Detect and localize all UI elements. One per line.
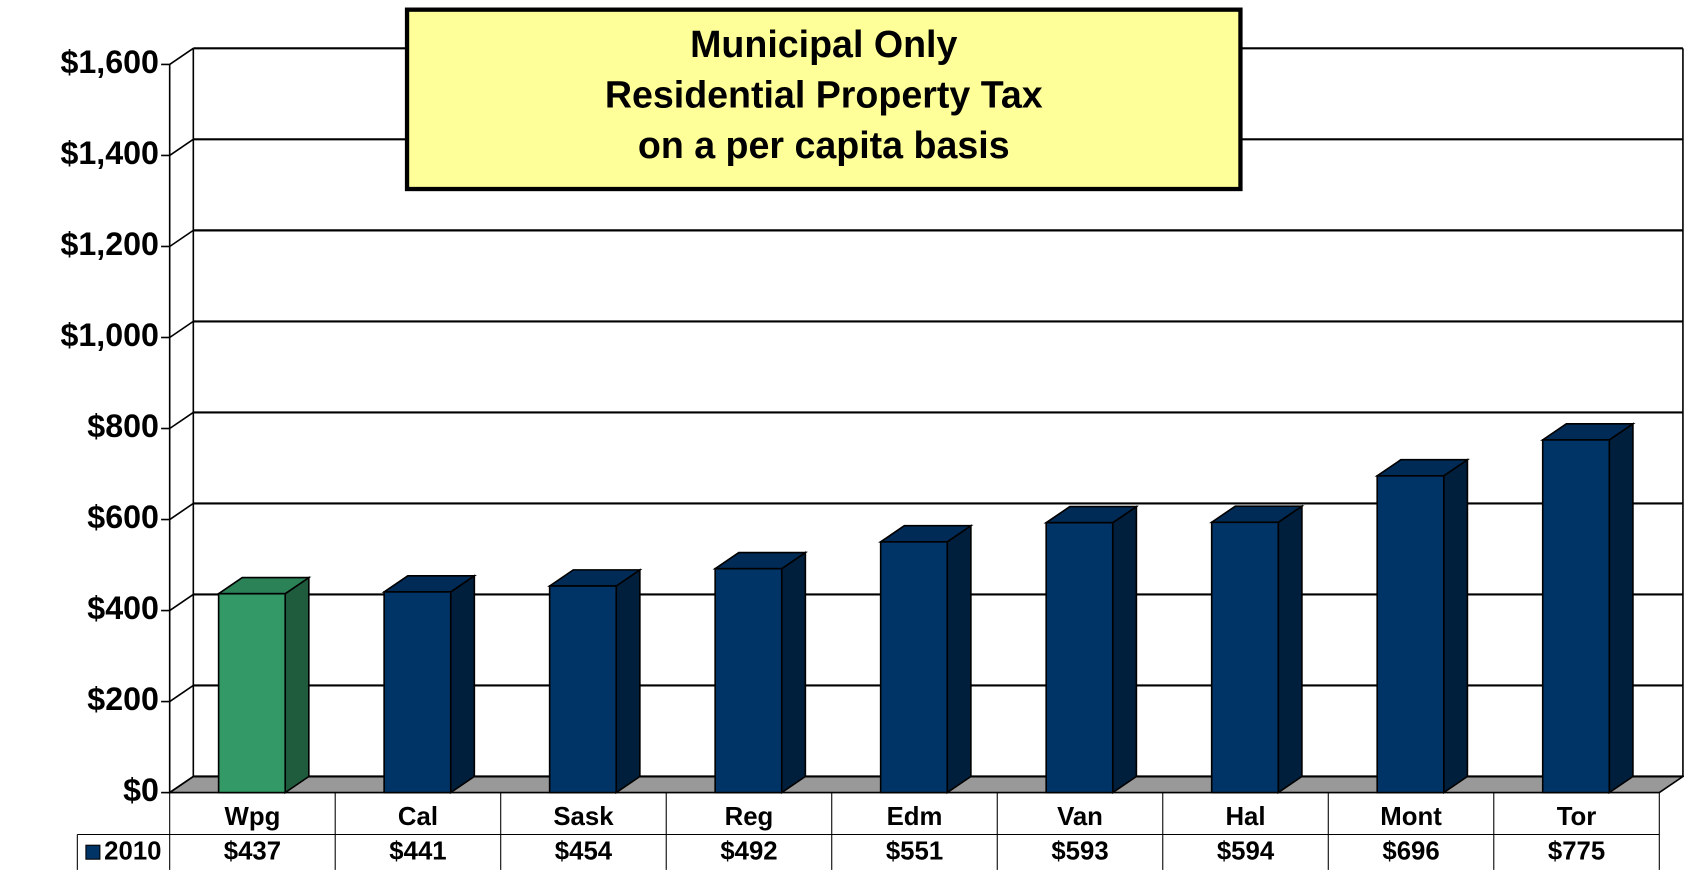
bar-side xyxy=(615,568,641,795)
grid-line-side xyxy=(169,684,194,703)
bar xyxy=(879,541,949,794)
grid-line-side xyxy=(169,320,194,339)
grid-line-side xyxy=(169,47,194,66)
bar xyxy=(548,585,618,794)
grid-line-side xyxy=(169,593,194,612)
y-tick-label: $1,000 xyxy=(60,317,159,353)
y-tick-label: $600 xyxy=(87,499,159,535)
bar xyxy=(217,592,287,794)
bar-side xyxy=(946,524,972,795)
y-tick-label: $1,600 xyxy=(60,44,159,80)
data-label: $775 xyxy=(1548,838,1605,866)
grid-line-side xyxy=(169,229,194,248)
plot: $0 $200 $400 $600 $800 $1,000 $1,200 $1,400 $1,6… xyxy=(60,7,1684,870)
x-tick-label: Hal xyxy=(1225,803,1265,831)
bar-side xyxy=(1608,422,1634,795)
bar-side xyxy=(1277,504,1303,795)
data-label: $492 xyxy=(720,838,777,866)
grid-line-side xyxy=(169,138,194,157)
x-tick-label: Cal xyxy=(398,803,438,831)
y-tick-label: $1,400 xyxy=(60,135,159,171)
bar xyxy=(1210,521,1280,794)
grid-line-side xyxy=(169,411,194,430)
x-tick-label: Wpg xyxy=(225,803,281,831)
bar xyxy=(1541,439,1611,794)
data-label: $454 xyxy=(555,838,613,866)
bar xyxy=(714,567,783,794)
data-label: $594 xyxy=(1217,838,1275,866)
data-label: $441 xyxy=(389,838,446,866)
y-tick-label: $800 xyxy=(87,408,159,444)
data-label: $593 xyxy=(1051,838,1108,866)
title-box xyxy=(404,7,1243,192)
grid-line-side xyxy=(169,502,194,521)
grid-line-side xyxy=(169,775,194,794)
legend-label: 2010 xyxy=(104,838,161,866)
bar xyxy=(1376,475,1445,794)
bar xyxy=(383,591,452,794)
x-tick-label: Tor xyxy=(1557,803,1597,831)
bar-side xyxy=(780,551,807,795)
x-tick-label: Reg xyxy=(725,803,774,831)
x-tick-label: Edm xyxy=(887,803,943,831)
x-tick-label: Sask xyxy=(553,803,614,831)
bar xyxy=(1045,521,1114,794)
legend-swatch xyxy=(85,844,101,860)
y-tick-label: $400 xyxy=(87,590,159,626)
chart-title: Municipal Only xyxy=(690,23,957,65)
y-tick-label: $1,200 xyxy=(60,226,159,262)
data-label: $437 xyxy=(224,838,281,866)
x-tick-label: Mont xyxy=(1380,803,1442,831)
chart-title: Residential Property Tax xyxy=(605,74,1043,116)
y-tick-label: $200 xyxy=(87,681,159,717)
bar-side xyxy=(284,576,310,795)
chart-title: on a per capita basis xyxy=(638,124,1010,166)
y-tick-label: $0 xyxy=(123,772,159,808)
data-label: $696 xyxy=(1382,838,1439,866)
x-tick-label: Van xyxy=(1057,803,1103,831)
data-label: $551 xyxy=(886,838,943,866)
bar-side xyxy=(1111,505,1138,795)
bar-side xyxy=(449,574,476,795)
bar-side xyxy=(1442,458,1469,795)
